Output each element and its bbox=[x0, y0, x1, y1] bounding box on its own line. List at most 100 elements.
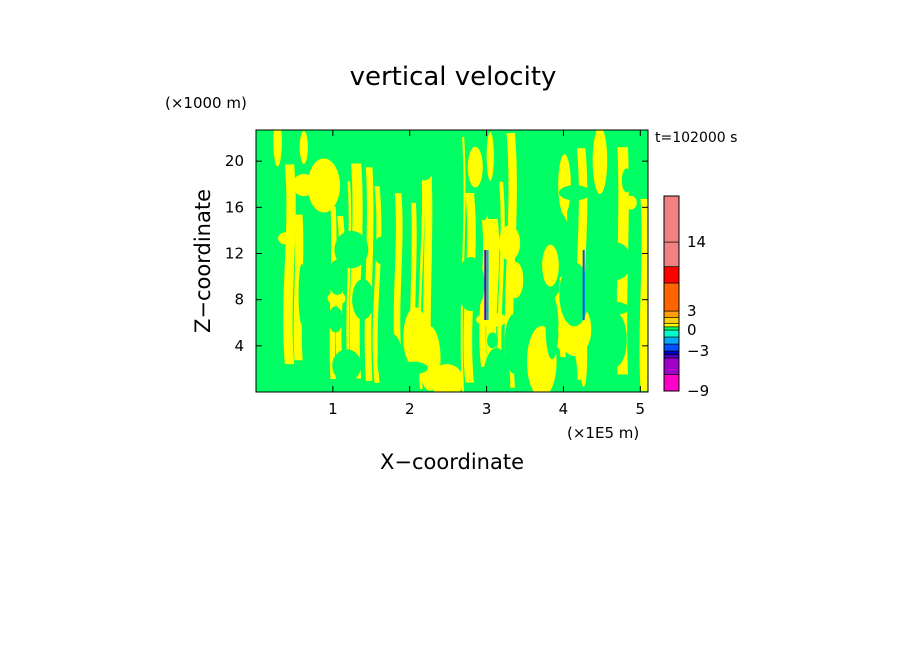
field-patch bbox=[533, 136, 543, 205]
colorbar-swatch bbox=[663, 329, 680, 338]
x-unit-label: (×1E5 m) bbox=[567, 424, 639, 442]
field-patch bbox=[377, 333, 404, 390]
x-axis: 1 2 3 4 5 bbox=[328, 130, 645, 418]
field-patch bbox=[352, 278, 374, 320]
colorbar-tick-label: −9 bbox=[687, 382, 709, 400]
field-streak bbox=[349, 163, 363, 379]
x-tick-label: 5 bbox=[636, 400, 646, 418]
colorbar-frame bbox=[663, 195, 680, 392]
downdraft-streak bbox=[486, 250, 489, 320]
x-tick-label: 1 bbox=[328, 400, 338, 418]
downdraft-streak bbox=[484, 250, 487, 320]
field-patch bbox=[603, 312, 627, 367]
field-patch bbox=[273, 130, 282, 167]
colorbar-swatch bbox=[663, 350, 680, 355]
field-patch bbox=[498, 225, 521, 261]
colorbar-swatch bbox=[663, 323, 680, 328]
field-streak bbox=[283, 164, 296, 365]
field-patch bbox=[298, 263, 306, 325]
colorbar-tick-label: 0 bbox=[687, 321, 697, 339]
colorbar-swatch bbox=[663, 357, 680, 375]
field-patch bbox=[332, 349, 362, 382]
field-patch bbox=[516, 232, 534, 256]
field-streaks bbox=[266, 130, 648, 392]
colorbar-tick-label: 3 bbox=[687, 302, 697, 320]
field-patch bbox=[477, 171, 490, 221]
y-tick-label: 16 bbox=[225, 198, 244, 216]
field-streak bbox=[423, 171, 433, 369]
field-patch bbox=[327, 291, 346, 306]
field-patch bbox=[504, 313, 524, 374]
colorbar-swatch bbox=[663, 310, 680, 318]
y-axis: 4 8 12 16 20 bbox=[225, 152, 648, 355]
colorbar-swatch bbox=[663, 282, 680, 312]
field-streak bbox=[393, 193, 403, 356]
field-patch bbox=[507, 261, 524, 299]
field-patch bbox=[587, 275, 608, 340]
field-patch bbox=[482, 348, 511, 392]
field-patch bbox=[304, 207, 311, 261]
field-patch bbox=[307, 158, 341, 213]
field-patch bbox=[625, 195, 637, 210]
field-patch bbox=[476, 312, 508, 327]
downdraft-streak bbox=[582, 250, 585, 320]
field-patch bbox=[403, 307, 428, 368]
field-patch bbox=[487, 332, 498, 349]
colorbar-swatch bbox=[663, 343, 680, 352]
plot-area bbox=[255, 129, 649, 393]
field-patch bbox=[334, 230, 369, 269]
field-patch bbox=[542, 136, 559, 191]
field-patch bbox=[467, 146, 483, 188]
colorbar-tick-label: −3 bbox=[687, 342, 709, 360]
colorbar-swatch bbox=[663, 317, 680, 324]
field-patch bbox=[327, 259, 347, 295]
field-patch bbox=[621, 168, 632, 193]
field-patch bbox=[283, 152, 292, 165]
field-patch bbox=[558, 154, 571, 215]
field-patch bbox=[436, 252, 464, 305]
field-streak bbox=[372, 186, 382, 383]
colorbar-swatch bbox=[663, 326, 680, 331]
x-axis-label: X−coordinate bbox=[380, 450, 524, 474]
y-tick-label: 20 bbox=[225, 152, 244, 170]
x-tick-label: 3 bbox=[482, 400, 492, 418]
y-tick-label: 4 bbox=[234, 337, 244, 355]
time-label: t=102000 s bbox=[655, 130, 737, 146]
field-patch bbox=[520, 204, 551, 226]
x-tick-label: 2 bbox=[405, 400, 415, 418]
colorbar-swatch bbox=[663, 336, 680, 345]
colorbar-swatch bbox=[663, 241, 680, 267]
field-patch bbox=[545, 295, 559, 360]
field-patch bbox=[559, 262, 590, 327]
colorbar-tick-label: 14 bbox=[687, 233, 706, 251]
field-patch bbox=[299, 130, 308, 165]
y-axis-label: Z−coordinate bbox=[191, 189, 215, 333]
field-patch bbox=[278, 232, 293, 245]
colorbar-swatch bbox=[663, 354, 680, 359]
colorbar-swatch bbox=[663, 374, 680, 392]
colorbar-swatch bbox=[663, 266, 680, 284]
field-patch bbox=[411, 130, 425, 188]
y-unit-label: (×1000 m) bbox=[165, 94, 247, 112]
field-streak bbox=[293, 214, 304, 361]
field-streak bbox=[486, 218, 500, 370]
field-patch bbox=[567, 351, 578, 392]
field-patch bbox=[399, 361, 428, 375]
field-patch bbox=[558, 185, 591, 201]
field-patch bbox=[486, 131, 494, 181]
colorbar-swatch bbox=[663, 195, 680, 243]
field-streak bbox=[346, 181, 352, 373]
x-tick-label: 4 bbox=[559, 400, 569, 418]
field-patch bbox=[592, 130, 608, 194]
field-patch bbox=[456, 257, 485, 312]
field-streak bbox=[639, 198, 648, 391]
field-streak bbox=[364, 167, 374, 381]
y-tick-label: 8 bbox=[234, 291, 244, 309]
field-patch bbox=[266, 184, 279, 198]
field-patch bbox=[328, 306, 343, 333]
field-patch bbox=[373, 236, 388, 264]
chart-title: vertical velocity bbox=[350, 62, 557, 92]
field-patch bbox=[601, 242, 631, 280]
field-patch bbox=[542, 244, 559, 287]
